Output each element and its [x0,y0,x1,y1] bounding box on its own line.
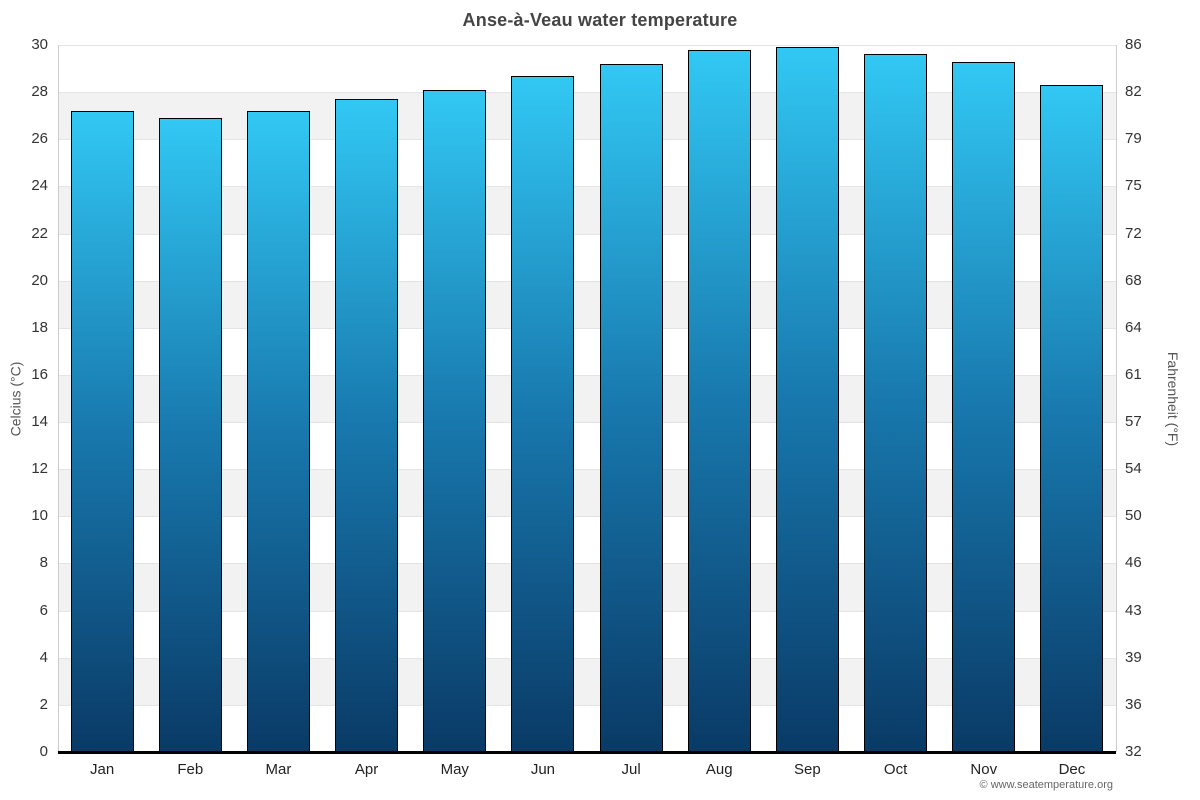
gridline [58,374,1116,376]
chart-title: Anse-à-Veau water temperature [462,10,738,30]
celsius-tick-label: 30 [31,36,48,53]
celsius-tick-label: 22 [31,224,48,242]
month-label-jan: Jan [89,761,115,778]
gridline [58,563,1116,565]
fahrenheit-tick-label: 75 [1125,177,1142,195]
month-label-sep: Sep [794,761,821,778]
bar-nov [952,61,1016,752]
month-label-jul: Jul [621,761,641,778]
gridline [58,233,1116,235]
gridline [58,704,1116,706]
month-label-mar: Mar [265,761,292,778]
bar-dec [1040,85,1104,752]
fahrenheit-tick-label: 50 [1125,507,1142,525]
gridline [58,422,1116,424]
celsius-tick-label: 2 [39,695,48,713]
fahrenheit-tick-label: 86 [1125,36,1142,53]
gridline [58,280,1116,282]
celsius-tick-label: 20 [31,271,48,289]
month-label-oct: Oct [883,761,908,778]
fahrenheit-tick-label: 82 [1125,83,1142,101]
fahrenheit-tick-label: 68 [1125,271,1142,289]
celsius-tick-label: 14 [31,413,48,431]
x-axis-baseline [58,751,1116,754]
celsius-tick-label: 4 [39,648,48,666]
gridline [58,469,1116,471]
fahrenheit-tick-label: 43 [1125,601,1142,619]
plot-band [58,469,1116,517]
plot-band [58,657,1116,705]
fahrenheit-tick-label: 32 [1125,743,1142,760]
fahrenheit-tick-label: 57 [1125,413,1142,431]
gridline [58,45,1116,46]
celsius-tick-label: 0 [39,743,48,760]
fahrenheit-tick-label: 64 [1125,318,1142,336]
plot-band [58,186,1116,234]
fahrenheit-tick-label: 61 [1125,365,1142,383]
month-label-aug: Aug [705,761,733,778]
gridline [58,186,1116,188]
fahrenheit-tick-label: 46 [1125,554,1142,572]
left-axis-line [57,45,59,752]
fahrenheit-tick-label: 54 [1125,460,1142,478]
celsius-tick-label: 8 [39,554,48,572]
fahrenheit-tick-label: 72 [1125,224,1142,242]
month-label-nov: Nov [970,761,998,778]
month-label-may: May [440,761,469,778]
celsius-tick-label: 24 [31,177,48,195]
gridline [58,657,1116,659]
fahrenheit-tick-label: 79 [1125,130,1142,148]
month-label-dec: Dec [1058,761,1086,778]
gridline [58,327,1116,329]
right-axis-line [1116,45,1117,752]
left-axis-title-text: Celcius (°C) [7,361,24,436]
bar-may [423,89,487,752]
bar-oct [864,54,928,752]
copyright: © www.seatemperature.org [979,779,1113,791]
bar-aug [687,49,751,752]
gridline [58,610,1116,612]
gridline [58,516,1116,518]
celsius-tick-label: 28 [31,83,48,101]
fahrenheit-tick-label: 36 [1125,695,1142,713]
bar-jan [70,111,134,752]
celsius-tick-label: 6 [39,601,48,619]
month-label-jun: Jun [530,761,555,778]
bar-apr [335,99,399,752]
right-axis-title-text: Fahrenheit (°F) [1165,351,1182,446]
plot-band [58,563,1116,611]
plot-band [58,280,1116,328]
celsius-tick-label: 18 [31,318,48,336]
plot-band [58,374,1116,423]
bar-jul [599,63,663,752]
celsius-tick-label: 16 [31,365,48,383]
month-label-apr: Apr [354,761,379,778]
bar-sep [775,47,839,752]
celsius-tick-label: 10 [31,507,48,525]
bar-jun [511,75,575,752]
plot-band [58,92,1116,140]
left-axis-title: Celcius (°C) [2,45,28,752]
plot-area [58,45,1116,753]
celsius-tick-label: 26 [31,130,48,148]
bar-feb [158,118,222,752]
gridline [58,92,1116,94]
bar-mar [246,111,310,752]
gridline [58,139,1116,141]
month-label-feb: Feb [177,761,204,778]
celsius-tick-label: 12 [31,460,48,478]
fahrenheit-tick-label: 39 [1125,648,1142,666]
right-axis-title: Fahrenheit (°F) [1160,45,1186,752]
